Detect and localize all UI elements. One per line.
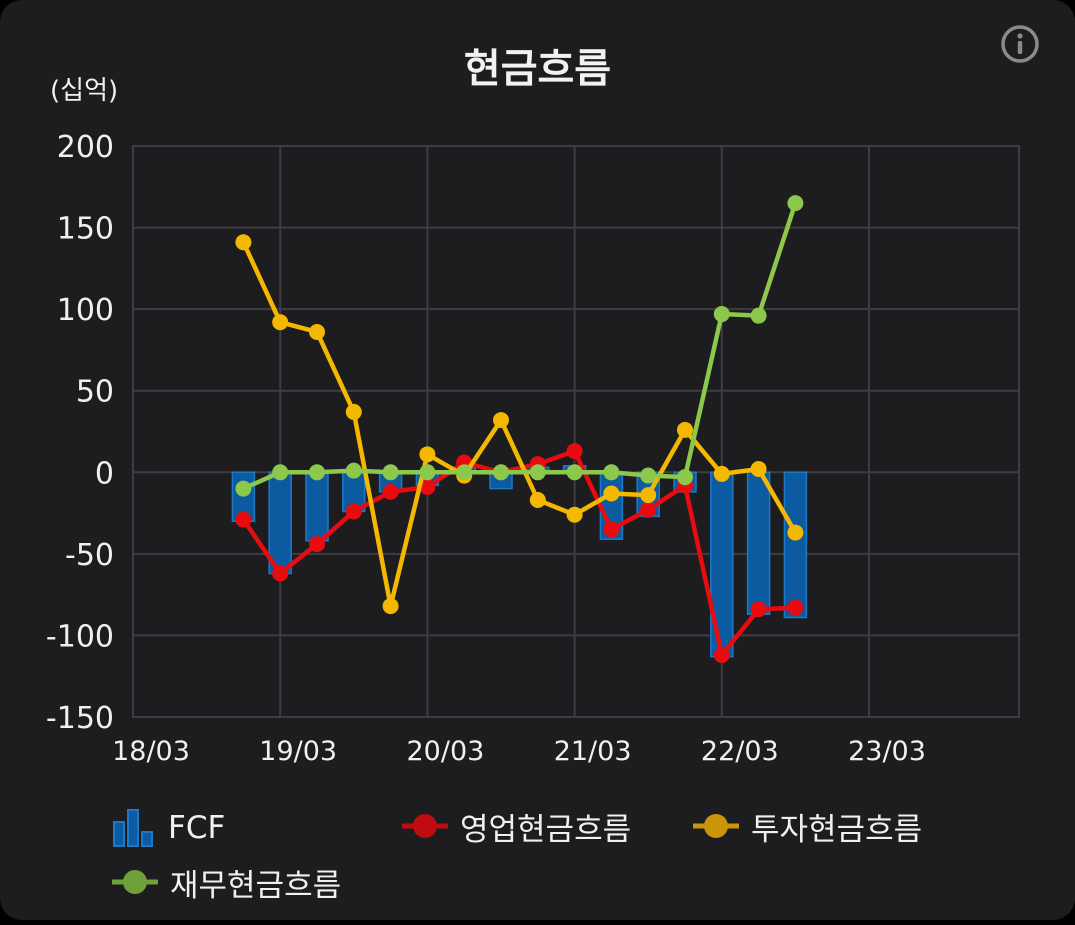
y-tick-label: 0 (95, 456, 114, 491)
data-point (750, 601, 767, 618)
data-point (640, 487, 657, 504)
x-tick-label: 20/03 (406, 736, 484, 767)
data-point (272, 565, 289, 582)
y-tick-label: 150 (57, 212, 114, 247)
x-tick-label: 19/03 (259, 736, 337, 767)
data-point (529, 492, 546, 509)
bar-fcf (305, 471, 329, 542)
y-axis-unit: (십억) (50, 76, 119, 106)
line-dot-icon (693, 814, 739, 838)
data-point (640, 501, 657, 518)
y-tick-label: 100 (57, 293, 114, 328)
data-point (345, 503, 362, 520)
plot-frame (132, 145, 1020, 718)
data-point (382, 598, 399, 615)
data-point (493, 412, 509, 429)
data-point (677, 469, 693, 486)
legend-label-operating: 영업현금흐름 (460, 811, 632, 848)
info-icon (1001, 25, 1039, 63)
bar-fcf (746, 471, 771, 615)
data-point (603, 464, 620, 481)
data-point (603, 485, 620, 502)
data-point (750, 461, 767, 478)
x-tick-label: 21/03 (554, 736, 632, 767)
data-point (235, 480, 252, 497)
x-tick-label: 23/03 (848, 736, 926, 767)
line-dot-icon (112, 870, 158, 894)
series-line (241, 448, 796, 658)
data-point (603, 521, 620, 538)
data-point (713, 465, 730, 482)
x-tick-label: 22/03 (701, 736, 779, 767)
data-point (787, 599, 804, 616)
data-point (529, 464, 546, 481)
data-point (309, 536, 325, 553)
chart-title: 현금흐름 (463, 46, 612, 92)
data-point (566, 464, 583, 481)
y-tick-label: -50 (65, 538, 114, 573)
y-tick-label: -150 (46, 701, 114, 736)
y-tick-label: 50 (76, 375, 114, 410)
data-point (382, 464, 399, 481)
data-point (787, 195, 804, 212)
data-point (713, 647, 730, 664)
data-point (750, 307, 767, 324)
data-point (382, 483, 399, 500)
legend-item-financing[interactable]: 재무현금흐름 (112, 862, 342, 904)
data-point (419, 464, 436, 481)
data-point (640, 467, 657, 484)
legend-label-investing: 투자현금흐름 (751, 811, 923, 848)
y-tick-label: -100 (46, 619, 114, 654)
data-point (309, 323, 325, 340)
legend-item-fcf[interactable]: FCF (112, 808, 225, 848)
legend-item-investing[interactable]: 투자현금흐름 (693, 806, 923, 848)
data-point (309, 464, 325, 481)
data-point (456, 464, 473, 481)
data-point (419, 478, 436, 495)
data-point (345, 462, 362, 479)
data-point (566, 506, 583, 523)
x-tick-label: 18/03 (112, 736, 190, 767)
y-tick-label: 200 (57, 130, 114, 165)
line-dot-icon (402, 814, 448, 838)
data-point (419, 446, 436, 463)
bar-fcf (783, 471, 808, 619)
data-point (345, 403, 362, 420)
legend-label-fcf: FCF (168, 810, 226, 846)
series-line (241, 241, 798, 609)
data-point (566, 443, 583, 460)
legend-label-financing: 재무현금흐름 (170, 867, 342, 904)
data-point (235, 511, 252, 528)
data-point (713, 306, 730, 323)
data-point (272, 464, 289, 481)
data-point (787, 524, 804, 541)
series-line (242, 202, 798, 491)
data-point (677, 421, 693, 438)
bar-chart-icon (113, 809, 153, 847)
data-point (272, 314, 289, 331)
data-point (235, 234, 252, 251)
data-point (493, 464, 509, 481)
info-button[interactable] (1000, 24, 1040, 64)
legend-item-operating[interactable]: 영업현금흐름 (402, 806, 632, 848)
